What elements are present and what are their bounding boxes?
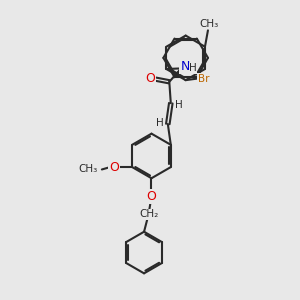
Text: CH₃: CH₃ (199, 19, 218, 29)
Text: H: H (189, 63, 197, 73)
Text: CH₂: CH₂ (139, 209, 158, 220)
Text: O: O (146, 190, 156, 203)
Text: H: H (175, 100, 183, 110)
Text: O: O (145, 72, 155, 85)
Text: H: H (156, 118, 164, 128)
Text: CH₃: CH₃ (78, 164, 98, 175)
Text: N: N (180, 59, 190, 73)
Text: Br: Br (198, 74, 209, 84)
Text: O: O (109, 160, 119, 174)
